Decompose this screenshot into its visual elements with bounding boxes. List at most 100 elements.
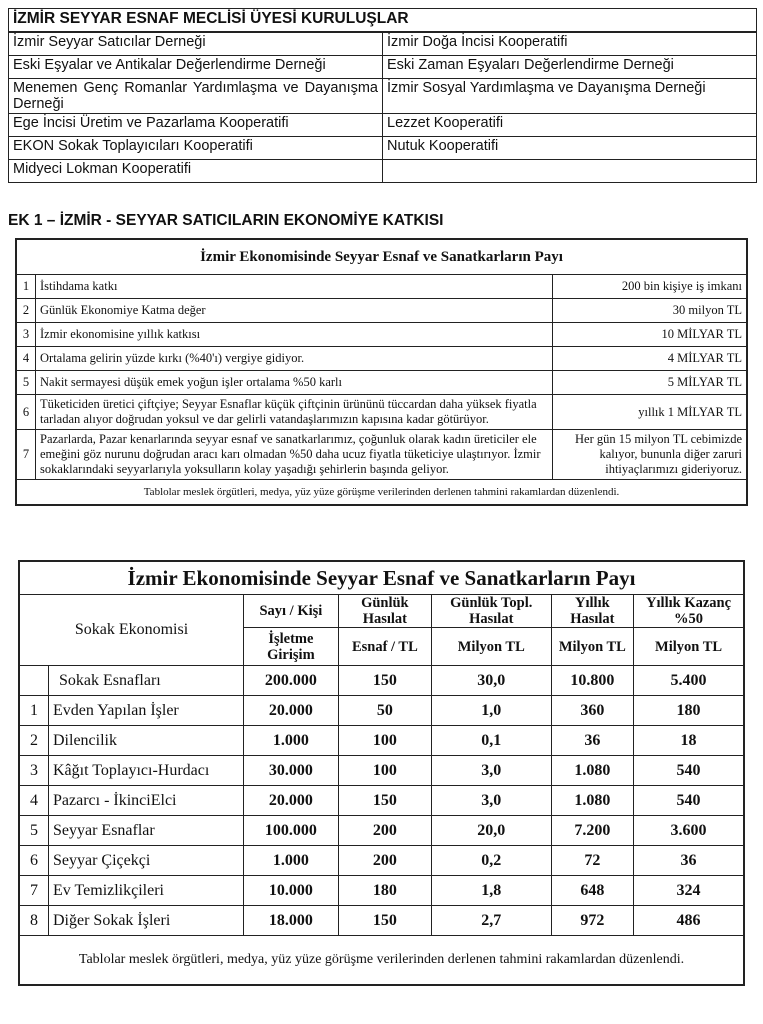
cell: 3,0 [430,785,552,816]
street-economy-table: İzmir Ekonomisinde Seyyar Esnaf ve Sanat… [18,560,745,986]
table-row: 2 Dilencilik 1.000 100 0,1 36 18 [18,725,745,756]
ek1-heading: EK 1 – İZMİR - SEYYAR SATICILARIN EKONOM… [8,212,444,229]
table-row: 1 Evden Yapılan İşler 20.000 50 1,0 360 180 [18,695,745,726]
cell: 1.080 [550,755,635,786]
row-description: İstihdama katkı [35,274,553,299]
cell: 200 [337,845,432,876]
member-org: Eski Zaman Eşyaları Değerlendirme Derneğ… [382,55,757,79]
member-org: EKON Sokak Toplayıcıları Kooperatifi [8,136,383,160]
row-value: 10 MİLYAR TL [552,322,748,347]
cell: 100 [337,725,432,756]
member-org: Menemen Genç Romanlar Yardımlaşma ve Day… [8,78,383,114]
row-name: Ev Temizlikçileri [48,875,244,906]
column-header: Sayı / Kişi [243,594,339,628]
row-value: 200 bin kişiye iş imkanı [552,274,748,299]
member-org: Lezzet Kooperatifi [382,113,757,137]
row-description: Nakit sermayesi düşük emek yoğun işler o… [35,370,553,395]
table-row: 7 Ev Temizlikçileri 10.000 180 1,8 648 324 [18,875,745,906]
contribution-row: 5 Nakit sermayesi düşük emek yoğun işler … [15,370,748,395]
contribution-row: 7 Pazarlarda, Pazar kenarlarında seyyar e… [15,429,748,480]
cell: 30,0 [430,665,552,696]
member-org: İzmir Doğa İncisi Kooperatifi [382,31,757,56]
cell: 540 [633,755,745,786]
cell: 50 [337,695,432,726]
row-value: 30 milyon TL [552,298,748,323]
cell: 2,7 [430,905,552,936]
row-name: Pazarcı - İkinciElci [48,785,244,816]
economy-footer: Tablolar meslek örgütleri, medya, yüz yü… [18,935,745,986]
cell: 72 [550,845,635,876]
cell: 36 [550,725,635,756]
cell: 972 [550,905,635,936]
cell: 0,2 [430,845,552,876]
row-value: 4 MİLYAR TL [552,346,748,371]
cell: 5.400 [633,665,745,696]
column-header: Yıllık Hasılat [550,594,635,628]
row-number: 4 [15,346,36,371]
cell: 1.000 [243,725,339,756]
member-row: Menemen Genç Romanlar Yardımlaşma ve Day… [8,78,757,114]
member-org: İzmir Sosyal Yardımlaşma ve Dayanışma De… [382,78,757,114]
cell: 200.000 [243,665,339,696]
contribution-footer: Tablolar meslek örgütleri, medya, yüz yü… [15,479,748,506]
row-name: Diğer Sokak İşleri [48,905,244,936]
cell: 0,1 [430,725,552,756]
cell: 100.000 [243,815,339,846]
cell: 20,0 [430,815,552,846]
table-row: 6 Seyyar Çiçekçi 1.000 200 0,2 72 36 [18,845,745,876]
member-org: Eski Eşyalar ve Antikalar Değerlendirme … [8,55,383,79]
member-row: Midyeci Lokman Kooperatifi [8,159,757,183]
row-number: 5 [18,815,49,846]
row-number: 1 [18,695,49,726]
row-number: 6 [15,394,36,430]
cell: 1.000 [243,845,339,876]
member-organizations-table: İZMİR SEYYAR ESNAF MECLİSİ ÜYESİ KURULUŞ… [8,8,757,183]
row-number: 5 [15,370,36,395]
column-subheader: İşletme Girişim [243,627,339,666]
cell: 324 [633,875,745,906]
row-number [18,665,49,696]
row-description: Günlük Ekonomiye Katma değer [35,298,553,323]
column-header: Yıllık Kazanç %50 [633,594,745,628]
member-row: İzmir Seyyar Satıcılar Derneği İzmir Doğa… [8,31,757,56]
contribution-table: İzmir Ekonomisinde Seyyar Esnaf ve Sanat… [15,238,748,506]
cell: 10.800 [550,665,635,696]
cell: 7.200 [550,815,635,846]
table-row: 4 Pazarcı - İkinciElci 20.000 150 3,0 1.080 54… [18,785,745,816]
row-number: 6 [18,845,49,876]
members-title: İZMİR SEYYAR ESNAF MECLİSİ ÜYESİ KURULUŞ… [8,8,757,33]
column-header: Günlük Hasılat [337,594,432,628]
member-org [382,159,757,183]
member-org: Nutuk Kooperatifi [382,136,757,160]
contribution-title: İzmir Ekonomisinde Seyyar Esnaf ve Sanat… [15,238,748,275]
member-row: Ege İncisi Üretim ve Pazarlama Kooperati… [8,113,757,137]
row-number: 3 [18,755,49,786]
row-description: İzmir ekonomisine yıllık katkısı [35,322,553,347]
cell: 648 [550,875,635,906]
cell: 1,8 [430,875,552,906]
row-number: 4 [18,785,49,816]
row-name: Seyyar Esnaflar [48,815,244,846]
cell: 3,0 [430,755,552,786]
cell: 10.000 [243,875,339,906]
row-description: Ortalama gelirin yüzde kırkı (%40'ı) ver… [35,346,553,371]
row-description: Pazarlarda, Pazar kenarlarında seyyar es… [35,429,553,480]
cell: 180 [633,695,745,726]
row-description: Tüketiciden üretici çiftçiye; Seyyar Esn… [35,394,553,430]
contribution-row: 1 İstihdama katkı 200 bin kişiye iş imkanı [15,274,748,299]
cell: 36 [633,845,745,876]
row-name: Dilencilik [48,725,244,756]
cell: 150 [337,665,432,696]
row-number: 2 [18,725,49,756]
economy-title: İzmir Ekonomisinde Seyyar Esnaf ve Sanat… [18,560,745,595]
cell: 18 [633,725,745,756]
row-number: 8 [18,905,49,936]
cell: 1.080 [550,785,635,816]
total-row: Sokak Esnafları 200.000 150 30,0 10.800 … [18,665,745,696]
cell: 1,0 [430,695,552,726]
cell: 150 [337,905,432,936]
row-value: 5 MİLYAR TL [552,370,748,395]
member-org: Midyeci Lokman Kooperatifi [8,159,383,183]
contribution-row: 6 Tüketiciden üretici çiftçiye; Seyyar Es… [15,394,748,430]
row-number: 2 [15,298,36,323]
